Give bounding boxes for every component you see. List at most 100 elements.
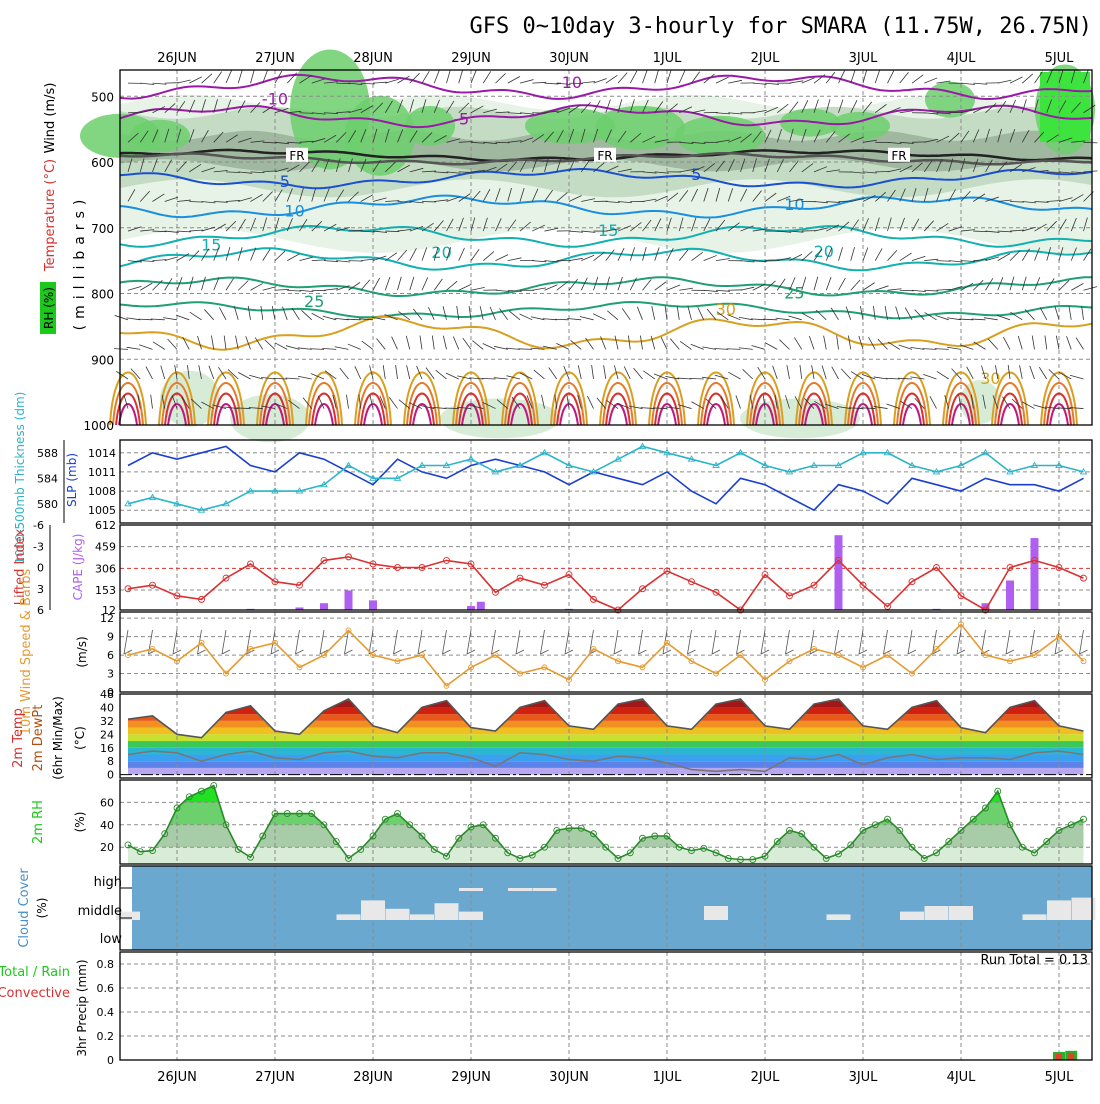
wind-barb [385,79,398,83]
precip-tick-label: 0.8 [97,958,115,971]
li-tick-label: -3 [33,540,44,553]
cape-tick-label: 153 [95,584,116,597]
wind10-barb [1031,630,1035,654]
wind10-barb [320,630,324,654]
wind-barb [592,365,594,379]
wind-barb [692,252,703,260]
wind10-barb [639,630,643,654]
temp2m-label2: 2m DewPt [31,705,46,772]
wind-barb [617,403,630,408]
wind-barb [655,282,666,290]
surface-temp-contour [306,373,342,426]
temp-tick-label: 32 [100,715,114,728]
wind-barb [399,400,410,409]
wind-barb [398,277,402,290]
wind-barb [692,402,704,409]
wind-barb [743,369,753,379]
wind-barb [679,250,688,261]
wind-barb [1033,405,1046,409]
wind-barb [238,70,242,83]
cloud-middle-bar [827,914,851,920]
wind-barb [202,277,206,290]
wind10-barb [1006,630,1010,654]
wind-barb [984,318,998,320]
wind-barb [831,308,838,320]
wind-barb [788,316,801,320]
chart-title: GFS 0~10day 3-hourly for SMARA (11.75W, … [469,14,1092,39]
wind-barb [311,374,324,379]
wind-barb [1003,337,1010,349]
freezing-label: FR [597,149,612,163]
wind-barb [482,378,496,379]
temp-color-band [120,761,1092,768]
wind10-barb [1080,630,1084,654]
wind-tick-label: 12 [100,612,114,625]
surface-temp-contour [119,404,137,425]
wind-tick-label: 3 [107,668,114,681]
wind10-barb-flag [198,650,206,654]
cape-bar [477,602,485,610]
wind-barb [1071,283,1083,290]
wind-barb [622,308,630,319]
wind10-barb-flag [737,650,745,654]
precip-tick-label: 0.2 [97,1030,115,1043]
cloud-label: Cloud Cover [17,868,32,948]
wind-barb [263,249,271,261]
wind-barb [1032,336,1034,350]
wind-barb [168,339,177,349]
wind-barb [716,290,730,291]
li-tick-label: 0 [37,562,44,575]
wind-barb [385,253,397,261]
wind-barb [937,371,949,379]
wind-barb [875,70,879,83]
wind-barb [899,345,912,349]
wind-barb [153,83,167,84]
wind-barb [930,396,937,408]
upper-legend-temp: Temperature (°C) [43,159,58,272]
cloud-middle-bar [361,900,385,920]
slp-tick-label: 1011 [88,466,116,479]
wind-barb [534,370,545,379]
wind-barb [910,377,924,379]
wind-barb [226,70,232,83]
date-label-bottom: 30JUN [549,1070,589,1085]
wind-barb [888,71,894,84]
wind-barb [841,369,851,379]
cape-bar [1031,538,1039,610]
wind-barb [471,249,479,260]
wind-barb [392,337,398,350]
wind-barb [912,256,925,260]
rh-high-blob [130,120,190,152]
wind-barb [607,311,618,320]
temp-tick-label: 8 [107,755,114,768]
wind-barb [310,349,324,350]
temp-color-band [120,741,1092,748]
wind-barb [824,336,827,350]
wind-barb [238,281,248,291]
wind-barb [300,257,314,261]
wind-barb [151,319,165,320]
wind-barb [839,71,845,84]
precip-tick-label: 0 [107,1054,114,1067]
wind-barb [630,247,634,260]
cloud-middle-bar [704,906,728,920]
wind-barb [312,260,326,261]
rh2m-label: 2m RH [31,800,46,844]
date-label-top: 1JUL [653,51,683,66]
freezing-label: FR [289,149,304,163]
date-label-bottom: 3JUL [849,1070,879,1085]
wind-barb [420,336,422,350]
wind-barb [973,260,987,261]
cape-label: CAPE (J/kg) [71,534,85,601]
wind-barb [863,247,868,260]
cloud-unit: (%) [35,898,49,919]
wind-barb [508,258,522,261]
wind-barb [209,366,214,379]
wind-barb [779,340,789,350]
wind-barb [549,368,557,379]
isotherm-label: 25 [304,292,324,311]
wind-barb [340,368,349,379]
wind-barb [115,315,128,319]
wind-barb [615,336,618,350]
wind-barb [851,280,860,290]
